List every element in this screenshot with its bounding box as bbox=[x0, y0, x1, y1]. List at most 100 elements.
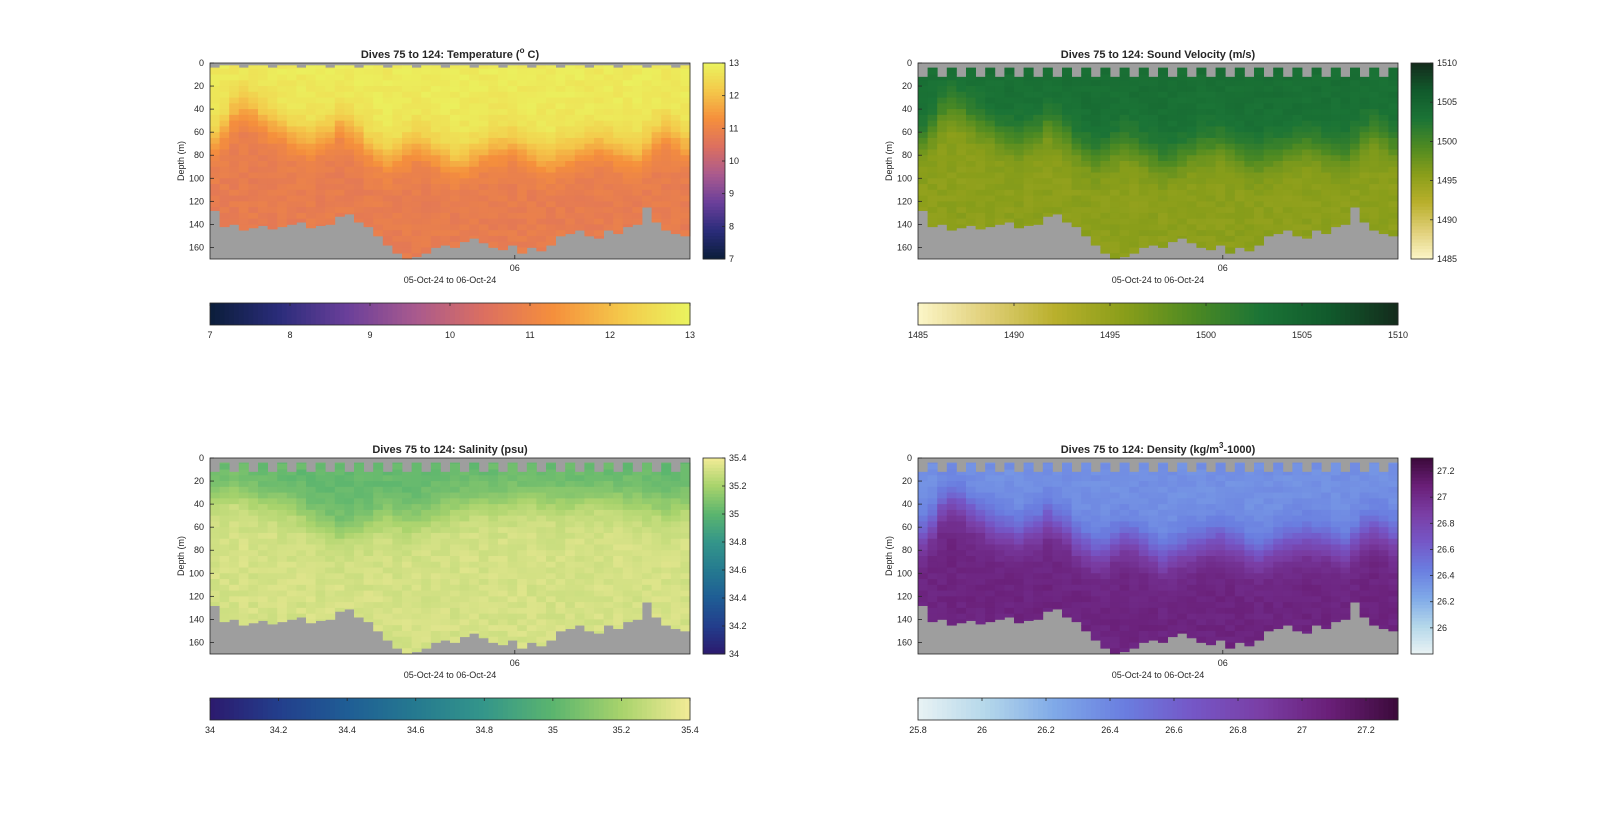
data-cell bbox=[325, 67, 336, 70]
data-cell bbox=[1321, 109, 1332, 116]
data-cell bbox=[1081, 103, 1092, 110]
data-cell bbox=[555, 521, 566, 528]
colorbar-tick-label: 7 bbox=[207, 330, 212, 340]
data-cell bbox=[555, 492, 566, 499]
colorbar-swatch bbox=[703, 474, 725, 479]
data-cell bbox=[966, 132, 976, 139]
data-cell bbox=[632, 584, 643, 591]
data-cell bbox=[1340, 126, 1351, 133]
data-cell bbox=[229, 538, 240, 545]
data-cell bbox=[651, 471, 662, 476]
data-cell bbox=[622, 103, 633, 110]
data-cell bbox=[536, 184, 547, 191]
data-cell bbox=[363, 137, 374, 145]
data-cell bbox=[277, 498, 288, 505]
data-cell bbox=[286, 544, 297, 551]
data-cell bbox=[469, 527, 480, 534]
data-cell bbox=[315, 590, 326, 597]
data-cell bbox=[661, 509, 672, 517]
data-cell bbox=[622, 462, 633, 465]
data-cell bbox=[1167, 86, 1178, 93]
data-cell bbox=[1302, 132, 1312, 139]
data-cell bbox=[248, 137, 259, 145]
data-cell bbox=[382, 584, 393, 591]
data-cell bbox=[642, 132, 652, 139]
data-cell bbox=[248, 207, 259, 214]
data-cell bbox=[219, 463, 230, 470]
data-cell bbox=[315, 527, 326, 534]
data-cell bbox=[517, 636, 528, 643]
data-cell bbox=[363, 149, 374, 156]
data-cell bbox=[1081, 97, 1092, 104]
data-cell bbox=[354, 126, 364, 133]
data-cell bbox=[536, 538, 547, 545]
data-cell bbox=[1234, 114, 1245, 122]
y-tick-label: 20 bbox=[194, 476, 204, 486]
data-cell bbox=[1350, 103, 1360, 110]
data-cell bbox=[994, 137, 1005, 145]
data-cell bbox=[286, 172, 297, 179]
data-cell bbox=[565, 550, 576, 557]
data-cell bbox=[210, 498, 220, 505]
data-cell bbox=[478, 471, 489, 476]
data-cell bbox=[603, 224, 614, 231]
data-cell bbox=[210, 172, 220, 179]
data-cell bbox=[1042, 189, 1053, 196]
data-cell bbox=[1225, 184, 1236, 191]
data-cell bbox=[632, 521, 643, 528]
data-cell bbox=[315, 149, 326, 156]
data-cell bbox=[927, 184, 938, 191]
data-cell bbox=[210, 596, 220, 603]
data-cell bbox=[382, 602, 393, 609]
data-cell bbox=[1378, 114, 1389, 122]
data-cell bbox=[1177, 68, 1188, 75]
data-cell bbox=[1196, 195, 1207, 202]
data-cell bbox=[1254, 230, 1264, 237]
data-cell bbox=[498, 241, 508, 248]
colorbar-tick-label: 1495 bbox=[1100, 330, 1120, 340]
data-cell bbox=[632, 120, 643, 127]
data-cell bbox=[651, 509, 662, 517]
data-cell bbox=[1177, 109, 1188, 116]
data-cell bbox=[517, 475, 528, 482]
data-cell bbox=[238, 207, 249, 214]
data-cell bbox=[642, 137, 652, 145]
data-cell bbox=[536, 625, 547, 632]
data-cell bbox=[219, 550, 230, 557]
colorbar-swatch bbox=[703, 164, 725, 169]
data-cell bbox=[1273, 68, 1284, 75]
data-cell bbox=[1244, 114, 1255, 122]
data-cell bbox=[325, 515, 336, 522]
data-cell bbox=[1292, 120, 1303, 127]
data-cell bbox=[1273, 184, 1284, 191]
data-cell bbox=[248, 492, 259, 499]
data-cell bbox=[478, 212, 489, 220]
data-cell bbox=[430, 137, 441, 145]
data-cell bbox=[219, 469, 230, 476]
data-cell bbox=[1138, 224, 1149, 231]
data-cell bbox=[975, 86, 986, 93]
data-cell bbox=[440, 195, 451, 202]
data-cell bbox=[1090, 109, 1101, 116]
data-cell bbox=[1225, 109, 1236, 116]
data-cell bbox=[613, 521, 624, 528]
data-cell bbox=[1215, 218, 1226, 225]
data-cell bbox=[373, 532, 384, 540]
data-cell bbox=[1292, 207, 1303, 214]
data-cell bbox=[1206, 184, 1216, 191]
data-cell bbox=[546, 463, 556, 470]
data-cell bbox=[488, 567, 499, 574]
data-cell bbox=[603, 596, 614, 603]
data-cell bbox=[1100, 91, 1111, 98]
data-cell bbox=[1071, 184, 1082, 191]
data-cell bbox=[1282, 149, 1293, 156]
data-cell bbox=[334, 532, 345, 540]
data-cell bbox=[373, 155, 384, 162]
data-cell bbox=[315, 155, 326, 162]
data-cell bbox=[1186, 103, 1197, 110]
data-cell bbox=[488, 143, 499, 150]
data-cell bbox=[267, 80, 278, 87]
data-cell bbox=[565, 207, 576, 214]
data-cell bbox=[1215, 68, 1226, 75]
data-cell bbox=[238, 463, 249, 470]
